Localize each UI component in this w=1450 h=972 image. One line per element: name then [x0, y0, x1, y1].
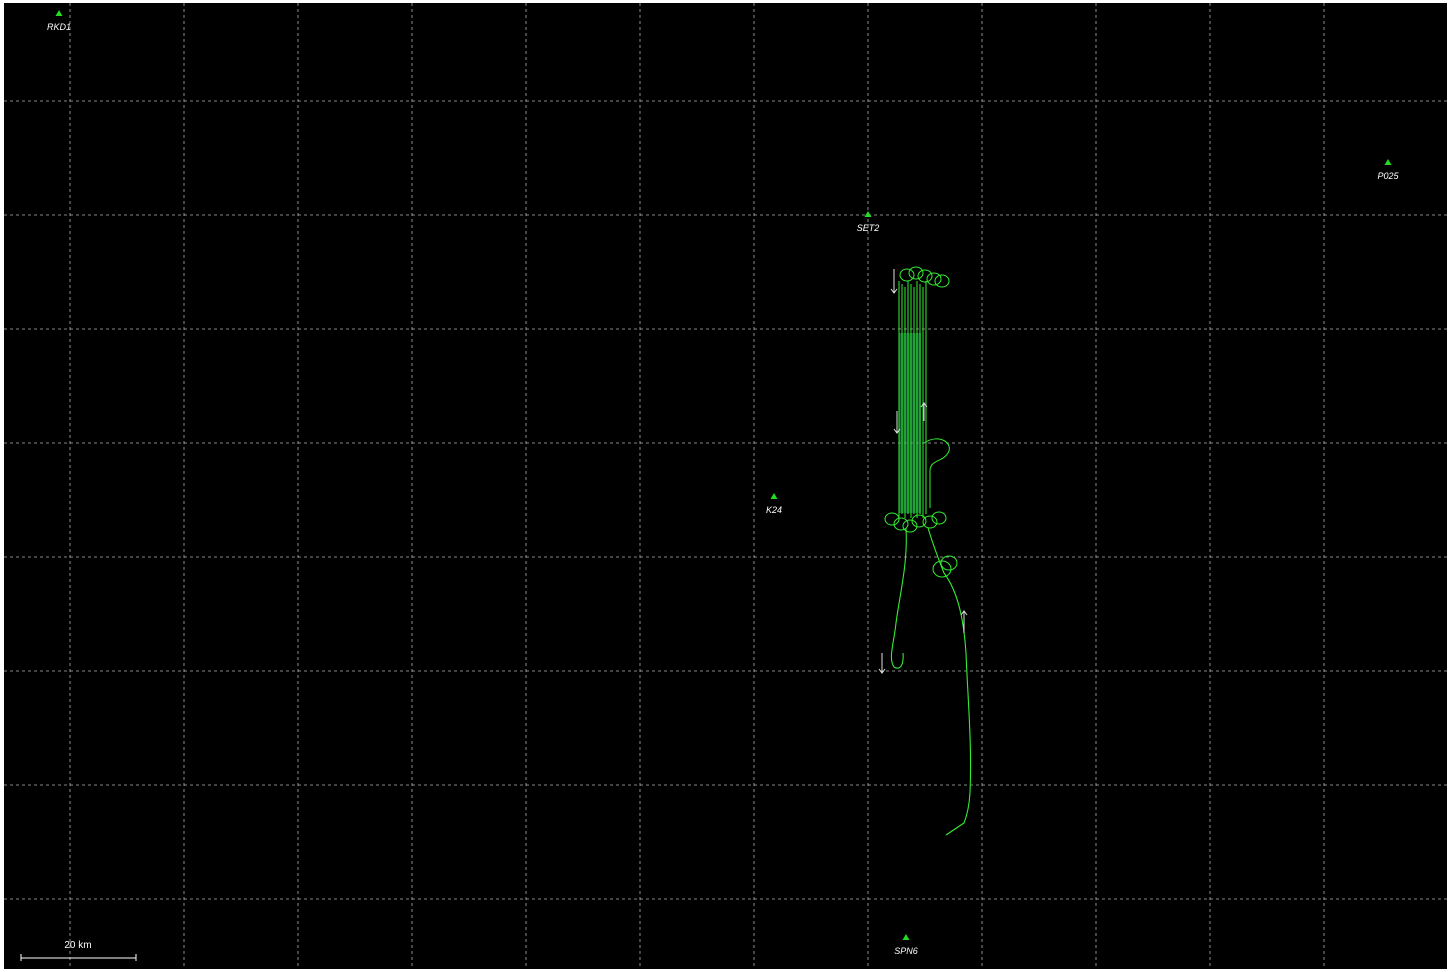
station-label: SET2	[857, 223, 880, 233]
direction-arrows	[878, 269, 968, 674]
track-turn-loop	[884, 512, 900, 526]
track-turn-loop	[911, 514, 927, 528]
arrow-head	[920, 402, 928, 408]
station-p025[interactable]: P025	[1377, 159, 1399, 181]
grid-lines	[4, 3, 1447, 969]
station-rkd1[interactable]: RKD1	[47, 10, 71, 32]
arrow-icon	[890, 269, 898, 294]
arrow-head	[890, 288, 898, 294]
track-turn-loop	[899, 268, 915, 282]
triangle-marker-icon	[55, 10, 63, 16]
flight-track	[884, 266, 972, 836]
triangle-marker-icon	[1384, 159, 1392, 165]
map-background	[4, 3, 1447, 969]
station-label: K24	[766, 505, 782, 515]
station-k24[interactable]: K24	[766, 493, 782, 515]
arrow-icon	[893, 411, 901, 434]
triangle-marker-icon	[864, 211, 872, 217]
station-label: SPN6	[894, 946, 918, 956]
track-turn-loop	[902, 519, 918, 533]
track-turn-loop	[931, 511, 947, 525]
map-viewport[interactable]: RKD1 P025 SET2 K24 SPN6 20 km	[4, 3, 1447, 969]
arrow-head	[878, 668, 886, 674]
track-turn-loop	[908, 266, 924, 280]
track-turn-loop	[932, 560, 952, 578]
triangle-marker-icon	[902, 934, 910, 940]
arrow-icon	[920, 402, 928, 421]
track-turn-loop	[917, 269, 933, 283]
track-turn-loop	[934, 274, 950, 288]
station-set2[interactable]: SET2	[857, 211, 880, 233]
scale-bar: 20 km	[20, 940, 137, 961]
station-spn6[interactable]: SPN6	[894, 934, 918, 956]
arrow-icon	[878, 653, 886, 674]
track-side-loop	[923, 438, 950, 508]
arrow-head	[960, 610, 968, 616]
arrow-icon	[960, 610, 968, 633]
track-turn-loop	[893, 517, 909, 531]
arrow-head	[893, 428, 901, 434]
track-turn-loop	[922, 515, 938, 529]
station-label: RKD1	[47, 22, 71, 32]
map-canvas[interactable]: RKD1 P025 SET2 K24 SPN6 20 km	[4, 3, 1447, 969]
station-label: P025	[1377, 171, 1399, 181]
triangle-marker-icon	[770, 493, 778, 499]
track-branch	[927, 527, 972, 836]
scale-bar-label: 20 km	[64, 940, 91, 951]
track-turn-loop	[940, 555, 958, 571]
track-branch	[890, 527, 907, 669]
track-turn-loop	[926, 272, 942, 286]
